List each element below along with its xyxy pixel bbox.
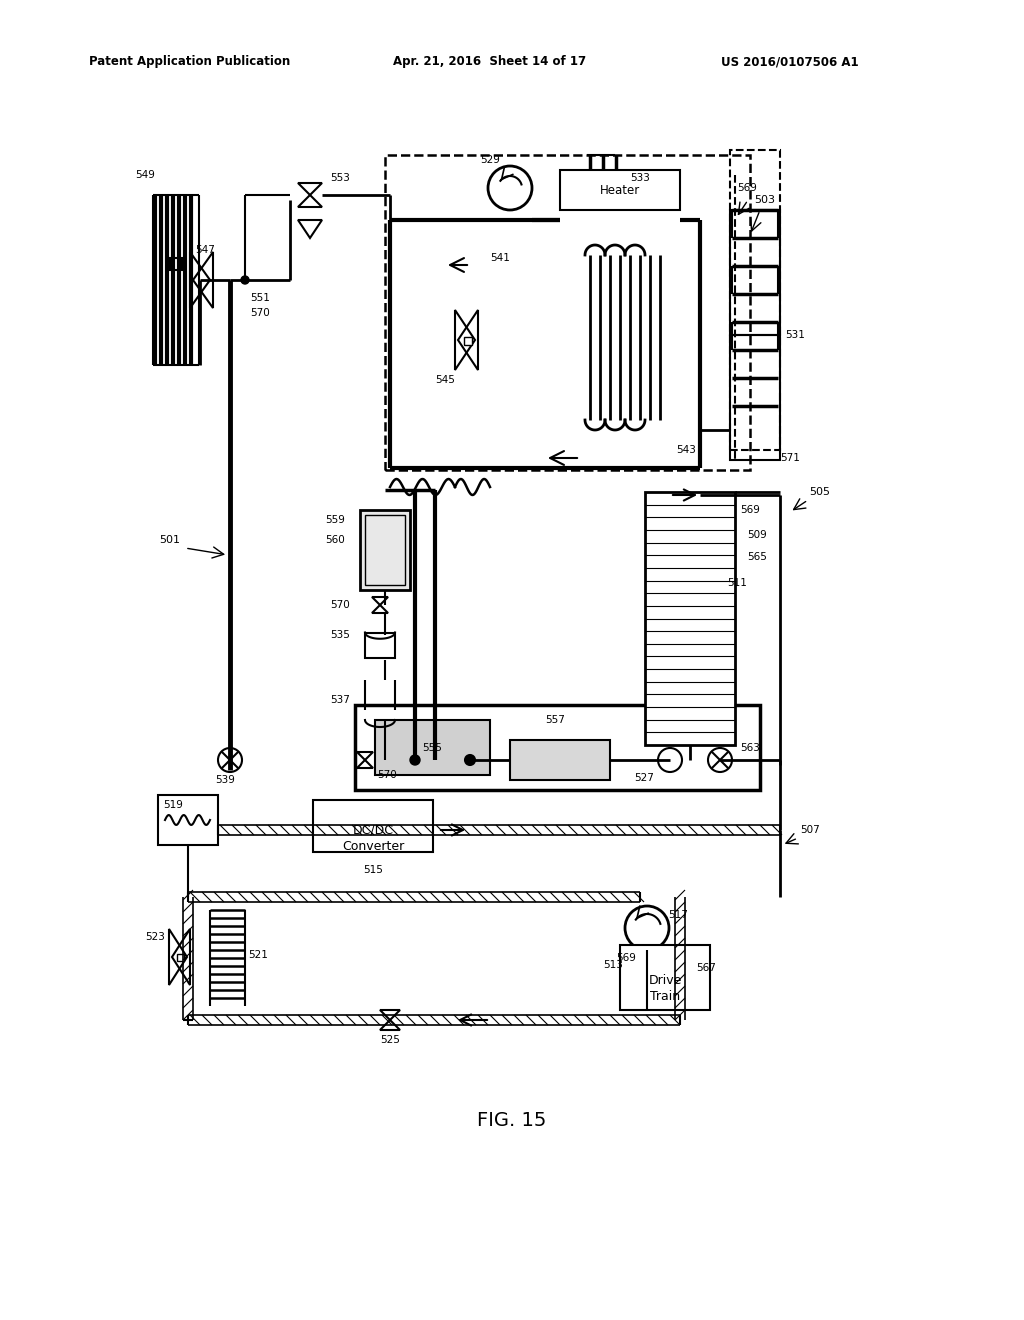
- Text: Apr. 21, 2016  Sheet 14 of 17: Apr. 21, 2016 Sheet 14 of 17: [393, 55, 587, 69]
- Text: 553: 553: [330, 173, 350, 183]
- Text: 539: 539: [215, 775, 234, 785]
- Text: 549: 549: [135, 170, 155, 180]
- Text: 523: 523: [145, 932, 165, 942]
- Bar: [365, 632, 395, 657]
- Circle shape: [465, 755, 475, 766]
- Text: Patent Application Publication: Patent Application Publication: [89, 55, 291, 69]
- Text: 529: 529: [480, 154, 500, 165]
- Bar: [730, 335, 780, 459]
- Bar: [177, 954, 184, 961]
- Text: 519: 519: [163, 800, 183, 810]
- Bar: [375, 719, 490, 775]
- Text: 503: 503: [755, 195, 775, 205]
- Bar: [170, 257, 182, 271]
- Text: 533: 533: [630, 173, 650, 183]
- Text: 517: 517: [668, 909, 688, 920]
- Circle shape: [658, 748, 682, 772]
- Circle shape: [410, 755, 420, 766]
- Text: 571: 571: [780, 453, 800, 463]
- Text: 569: 569: [737, 183, 757, 193]
- Text: 547: 547: [195, 246, 215, 255]
- Text: 521: 521: [248, 950, 268, 960]
- Text: Drive: Drive: [648, 974, 682, 986]
- Text: 507: 507: [800, 825, 820, 836]
- Text: Heater: Heater: [600, 183, 640, 197]
- Text: 563: 563: [740, 743, 760, 752]
- Bar: [355, 705, 760, 789]
- Text: 545: 545: [435, 375, 455, 385]
- Text: 570: 570: [330, 601, 350, 610]
- Text: 560: 560: [326, 535, 345, 545]
- Text: 513: 513: [603, 960, 623, 970]
- Text: Converter: Converter: [342, 840, 404, 853]
- Bar: [560, 170, 680, 210]
- Bar: [313, 800, 433, 851]
- Bar: [730, 150, 780, 450]
- Bar: [620, 945, 710, 1010]
- Text: 527: 527: [634, 774, 654, 783]
- Text: 559: 559: [325, 515, 345, 525]
- Circle shape: [218, 748, 242, 772]
- Text: 541: 541: [490, 253, 510, 263]
- Text: 525: 525: [380, 1035, 400, 1045]
- Text: 501: 501: [160, 535, 180, 545]
- Text: 537: 537: [330, 696, 350, 705]
- Text: 557: 557: [545, 715, 565, 725]
- Bar: [464, 337, 472, 345]
- Circle shape: [488, 166, 532, 210]
- Text: 569: 569: [616, 953, 636, 964]
- Bar: [385, 154, 750, 470]
- Text: 551: 551: [250, 293, 270, 304]
- Text: 505: 505: [810, 487, 830, 498]
- Text: 567: 567: [696, 964, 716, 973]
- Circle shape: [241, 276, 249, 284]
- Text: 531: 531: [785, 330, 805, 341]
- Text: FIG. 15: FIG. 15: [477, 1110, 547, 1130]
- Text: 565: 565: [748, 552, 767, 562]
- Text: Train: Train: [650, 990, 680, 1002]
- Bar: [730, 210, 780, 335]
- Text: DC/DC: DC/DC: [352, 824, 393, 837]
- Circle shape: [708, 748, 732, 772]
- Text: 570: 570: [377, 770, 397, 780]
- Text: 509: 509: [748, 531, 767, 540]
- Bar: [365, 515, 406, 585]
- Text: 511: 511: [727, 578, 746, 587]
- Text: 570: 570: [250, 308, 270, 318]
- Bar: [645, 492, 735, 744]
- Bar: [360, 510, 410, 590]
- Text: 569: 569: [740, 506, 760, 515]
- Text: 515: 515: [364, 865, 383, 875]
- Text: 535: 535: [330, 630, 350, 640]
- Text: US 2016/0107506 A1: US 2016/0107506 A1: [721, 55, 859, 69]
- Text: 555: 555: [422, 743, 442, 752]
- Bar: [158, 795, 218, 845]
- Circle shape: [625, 906, 669, 950]
- Text: 543: 543: [676, 445, 696, 455]
- Bar: [510, 741, 610, 780]
